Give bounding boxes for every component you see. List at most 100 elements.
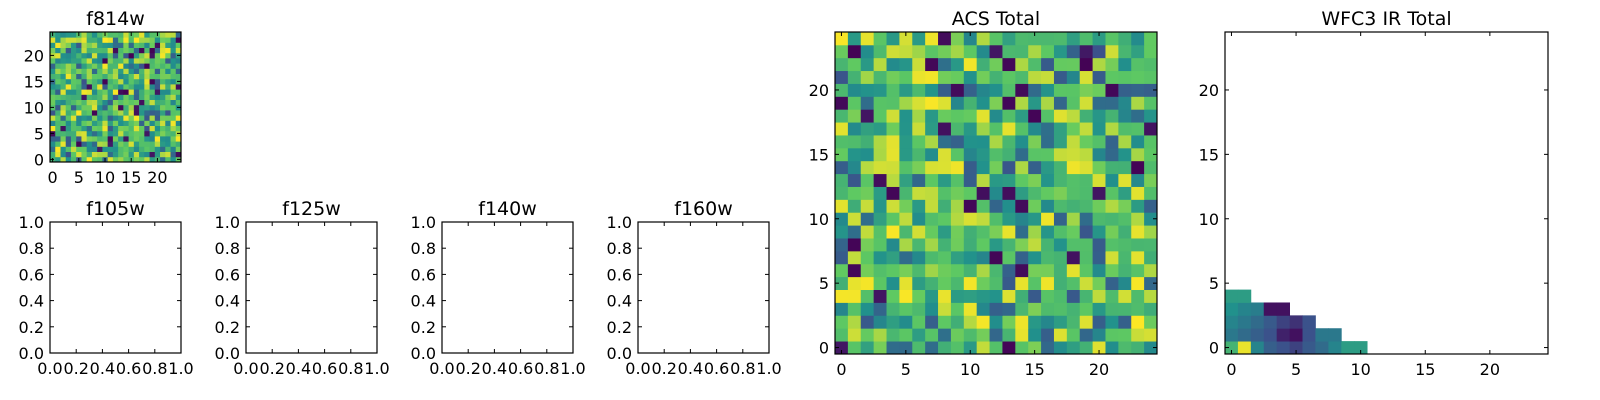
heatmap-cell — [860, 212, 875, 226]
heatmap-cell — [860, 32, 875, 46]
heatmap-cell — [1079, 276, 1093, 290]
heatmap-cell — [1015, 263, 1029, 278]
heatmap-cell — [102, 89, 109, 95]
heatmap-cell — [91, 130, 98, 137]
heatmap-cell — [912, 289, 926, 303]
heatmap-cell — [133, 58, 140, 64]
heatmap-cell — [97, 78, 103, 85]
heatmap-cell — [76, 115, 82, 121]
heatmap-cell — [144, 151, 150, 158]
heatmap-cell — [102, 146, 109, 152]
heatmap-cell — [50, 99, 56, 106]
heatmap-cell — [1131, 57, 1145, 72]
heatmap-cell — [128, 47, 135, 54]
heatmap-cell — [1002, 302, 1016, 316]
heatmap-cell — [1015, 83, 1029, 97]
heatmap-cell — [899, 147, 913, 162]
heatmap-cell — [118, 89, 124, 95]
heatmap-cell — [55, 89, 61, 95]
heatmap-cell — [938, 70, 952, 84]
heatmap-cell — [899, 302, 913, 316]
heatmap-cell — [938, 250, 952, 265]
heatmap-cell — [873, 70, 887, 84]
heatmap-cell — [97, 63, 103, 69]
heatmap-cell — [175, 42, 182, 48]
heatmap-cell — [1144, 160, 1158, 175]
heatmap-cell — [123, 73, 129, 80]
heatmap-cell — [86, 104, 93, 111]
heatmap-cell — [873, 135, 887, 149]
heatmap-cell — [1131, 328, 1145, 342]
heatmap-cell — [149, 63, 156, 69]
y-tick-label: 0.4 — [607, 292, 632, 311]
heatmap-cell — [128, 151, 135, 158]
heatmap-cell — [976, 122, 990, 136]
heatmap-cell — [149, 47, 156, 54]
heatmap-cell — [97, 52, 103, 59]
heatmap-cell — [1250, 302, 1265, 316]
heatmap-cell — [1066, 199, 1081, 213]
heatmap-cell — [1015, 225, 1029, 239]
heatmap-cell — [102, 42, 109, 48]
heatmap-cell — [70, 42, 77, 48]
x-tick-label: 15 — [1024, 360, 1044, 379]
heatmap-cell — [102, 120, 109, 126]
heatmap-cell — [55, 146, 61, 152]
heatmap-cell — [160, 115, 166, 121]
heatmap-cell — [139, 32, 145, 38]
heatmap-cell — [1131, 199, 1145, 213]
heatmap-cell — [91, 141, 98, 147]
heatmap-cell — [1263, 315, 1278, 329]
x-tick-label: 0 — [48, 168, 58, 187]
heatmap-cell — [60, 136, 67, 142]
heatmap-cell — [81, 89, 88, 95]
heatmap-cell — [912, 263, 926, 278]
heatmap-cell — [65, 130, 72, 137]
heatmap-cell — [139, 89, 145, 95]
heatmap-cell — [70, 32, 77, 38]
heatmap-cell — [912, 328, 926, 342]
heatmap-cell — [899, 44, 913, 59]
axes-frame — [49, 221, 182, 354]
heatmap-cell — [86, 146, 93, 152]
heatmap-cell — [1053, 122, 1068, 136]
x-tick-label: 15 — [121, 168, 141, 187]
heatmap-cell — [950, 160, 965, 175]
heatmap-cell — [133, 130, 140, 137]
heatmap-cell — [950, 341, 965, 355]
x-tick-label: 20 — [1089, 360, 1109, 379]
heatmap-cell — [1105, 315, 1119, 329]
heatmap-cell — [1015, 289, 1029, 303]
heatmap-cell — [976, 276, 990, 290]
heatmap-cell — [60, 78, 67, 85]
heatmap-cell — [1118, 199, 1132, 213]
heatmap-cell — [175, 84, 182, 90]
heatmap-cell — [847, 44, 862, 59]
heatmap-cell — [1041, 32, 1055, 46]
heatmap-cell — [976, 173, 990, 187]
heatmap-cell — [149, 68, 156, 74]
panel-f105w: 0.0 0.2 0.4 0.6 0.8 1.00.00.20.40.60.81.0f105… — [19, 198, 194, 378]
heatmap-cell — [963, 160, 978, 175]
heatmap-cell — [144, 42, 150, 48]
heatmap-cell — [860, 70, 875, 84]
heatmap-cell — [81, 78, 88, 85]
heatmap-cell — [128, 37, 135, 43]
heatmap-cell — [1053, 315, 1068, 329]
heatmap-cell — [91, 58, 98, 64]
x-tick-label: 0.4 — [482, 359, 507, 378]
heatmap-cell — [118, 37, 124, 43]
heatmap-cell — [1131, 109, 1145, 123]
heatmap-cell — [76, 130, 82, 137]
heatmap-cell — [925, 160, 939, 175]
heatmap-cell — [989, 238, 1003, 252]
heatmap-cell — [170, 99, 177, 106]
heatmap-cell — [1131, 302, 1145, 316]
heatmap-cell — [1144, 186, 1158, 200]
heatmap-cell — [1144, 341, 1158, 355]
heatmap-cell — [1015, 341, 1029, 355]
heatmap-cell — [1105, 109, 1119, 123]
heatmap-cell — [873, 212, 887, 226]
heatmap-cell — [1144, 225, 1158, 239]
heatmap-cell — [154, 94, 161, 100]
